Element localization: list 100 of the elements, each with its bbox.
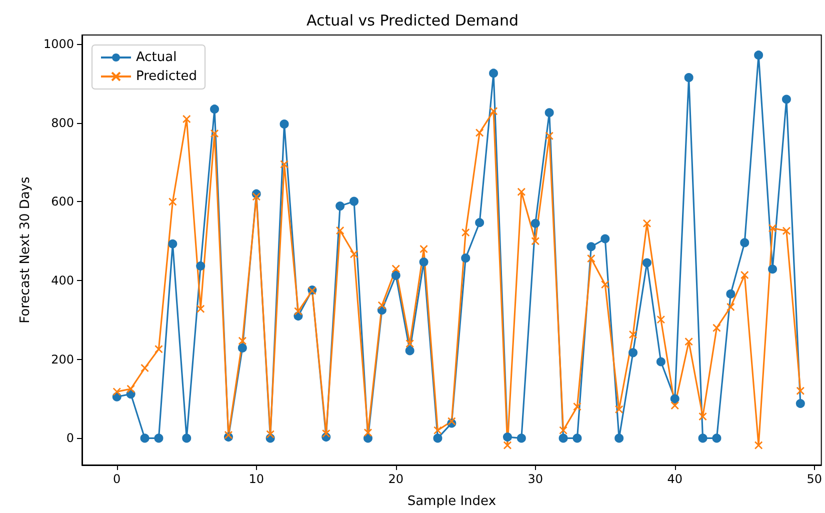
point <box>544 108 554 118</box>
point <box>545 132 554 140</box>
x-tick-label: 40 <box>667 472 683 486</box>
point <box>502 432 512 442</box>
point <box>642 219 652 228</box>
point <box>614 405 624 414</box>
point <box>754 50 764 60</box>
y-tick-label: 200 <box>51 352 74 366</box>
point <box>489 106 498 116</box>
y-tick-label: 0 <box>66 431 74 446</box>
y-tick-label: 1000 <box>43 37 74 52</box>
point <box>461 254 470 263</box>
point <box>726 289 736 298</box>
point <box>405 346 414 356</box>
x-tick-label: 20 <box>388 472 404 486</box>
point <box>516 434 526 443</box>
point <box>712 324 721 332</box>
point <box>656 357 666 366</box>
point <box>210 129 219 138</box>
point <box>364 428 372 437</box>
point <box>558 434 568 443</box>
point <box>196 261 206 270</box>
point <box>433 434 442 443</box>
point <box>740 238 750 248</box>
point <box>238 336 247 346</box>
y-tick-label: 600 <box>51 194 74 209</box>
x-tick-label: 10 <box>248 472 264 486</box>
point <box>642 258 652 268</box>
point <box>140 434 150 443</box>
point <box>573 402 582 411</box>
point <box>796 386 805 396</box>
point <box>489 68 498 78</box>
point <box>614 434 624 443</box>
point <box>420 244 428 254</box>
point <box>391 270 400 280</box>
legend-label: Predicted <box>136 69 198 84</box>
point <box>670 401 680 410</box>
point <box>698 412 707 421</box>
x-tick-label: 0 <box>113 472 121 486</box>
x-tick-label: 50 <box>806 472 822 486</box>
point <box>503 441 512 450</box>
point <box>475 128 484 137</box>
point <box>684 73 694 82</box>
chart-title: Actual vs Predicted Demand <box>306 12 519 30</box>
point <box>196 304 205 314</box>
point <box>768 224 777 232</box>
point <box>572 434 582 443</box>
point <box>168 198 177 206</box>
point <box>782 226 791 236</box>
point <box>586 242 596 252</box>
x-tick-label: 30 <box>528 472 544 486</box>
y-tick-label: 800 <box>51 116 74 130</box>
point <box>406 339 414 348</box>
point <box>475 218 484 228</box>
point <box>782 94 791 104</box>
point <box>154 344 163 354</box>
point <box>628 348 638 358</box>
point <box>628 330 638 339</box>
point <box>224 430 233 440</box>
point <box>559 426 568 435</box>
point <box>461 228 470 237</box>
point <box>210 104 220 114</box>
legend-label: Actual <box>136 50 177 65</box>
point <box>600 280 610 289</box>
y-axis-title: Forecast Next 30 Days <box>18 176 33 324</box>
point <box>740 270 749 280</box>
point <box>238 343 247 352</box>
x-axis-title: Sample Index <box>407 494 496 509</box>
point <box>447 417 456 426</box>
point <box>392 264 400 273</box>
point <box>126 384 136 394</box>
point <box>670 394 680 404</box>
point <box>336 226 344 235</box>
point <box>280 160 288 168</box>
point <box>600 234 610 244</box>
point <box>182 434 192 443</box>
point <box>280 120 289 129</box>
point <box>517 188 526 196</box>
point <box>140 364 149 372</box>
y-tick-label: 400 <box>51 274 74 288</box>
point <box>768 264 778 274</box>
point <box>656 315 666 324</box>
point <box>419 258 428 267</box>
point <box>754 441 763 450</box>
point <box>294 307 302 316</box>
point <box>336 202 345 211</box>
point <box>350 196 359 206</box>
point <box>712 434 722 443</box>
point <box>154 434 164 443</box>
point <box>266 430 275 438</box>
point <box>252 192 261 201</box>
point <box>726 302 735 312</box>
point <box>112 387 122 396</box>
point <box>378 301 386 310</box>
point <box>530 218 540 228</box>
point <box>531 236 540 246</box>
point <box>182 114 191 124</box>
point <box>586 254 596 263</box>
point <box>434 426 442 435</box>
point <box>684 337 694 346</box>
